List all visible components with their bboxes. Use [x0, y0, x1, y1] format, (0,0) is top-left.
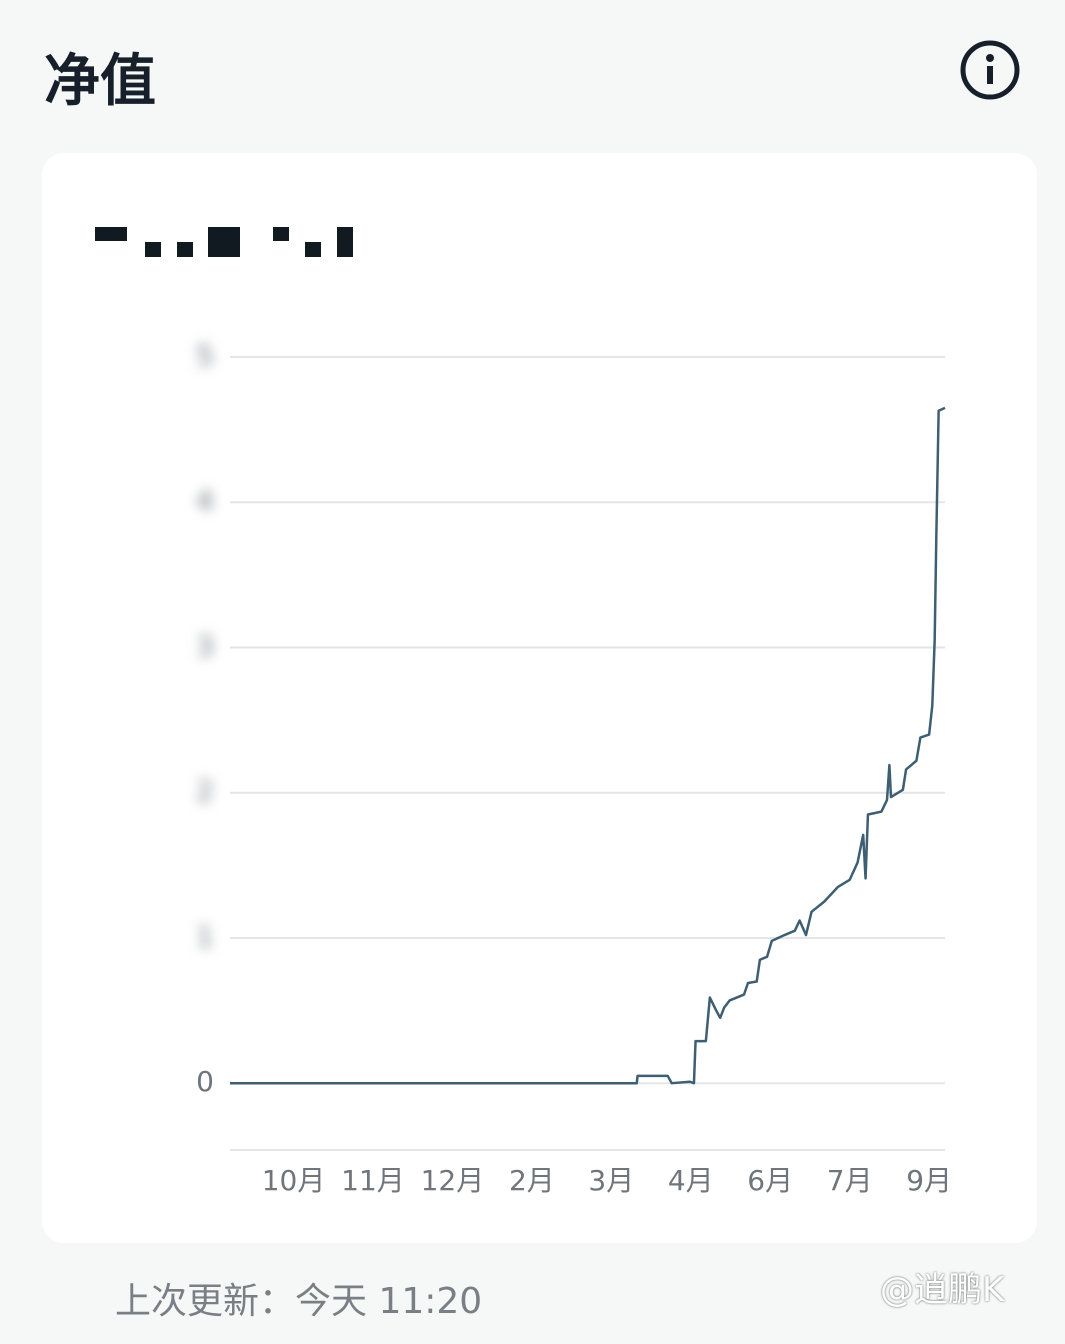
x-tick-label: 2月 [509, 1164, 555, 1197]
last-updated: 上次更新：今天 11:20 [115, 1281, 483, 1322]
info-bar [987, 66, 993, 84]
y-tick-label: 0 [196, 1065, 214, 1098]
info-icon[interactable] [960, 40, 1020, 100]
x-tick-label: 6月 [747, 1164, 793, 1197]
y-tick-label: 2 [196, 775, 214, 808]
chart-card [42, 153, 1037, 1243]
info-dot [986, 54, 994, 62]
line-series [230, 406, 946, 1085]
page-title: 净值 [44, 49, 156, 114]
watermark: @逍鹏K [880, 1270, 1005, 1310]
x-tick-label: 10月 [262, 1164, 326, 1197]
y-tick-label: 1 [196, 920, 214, 953]
x-tick-label: 11月 [341, 1164, 405, 1197]
x-tick-label: 12月 [421, 1164, 485, 1197]
y-tick-label: 3 [196, 629, 214, 662]
y-tick-label: 5 [196, 339, 214, 372]
x-tick-label: 3月 [588, 1164, 634, 1197]
x-tick-label: 4月 [668, 1164, 714, 1197]
x-tick-label: 9月 [906, 1164, 952, 1197]
y-tick-label: 4 [196, 484, 214, 517]
x-tick-label: 7月 [827, 1164, 873, 1197]
obscured-value [95, 227, 353, 257]
